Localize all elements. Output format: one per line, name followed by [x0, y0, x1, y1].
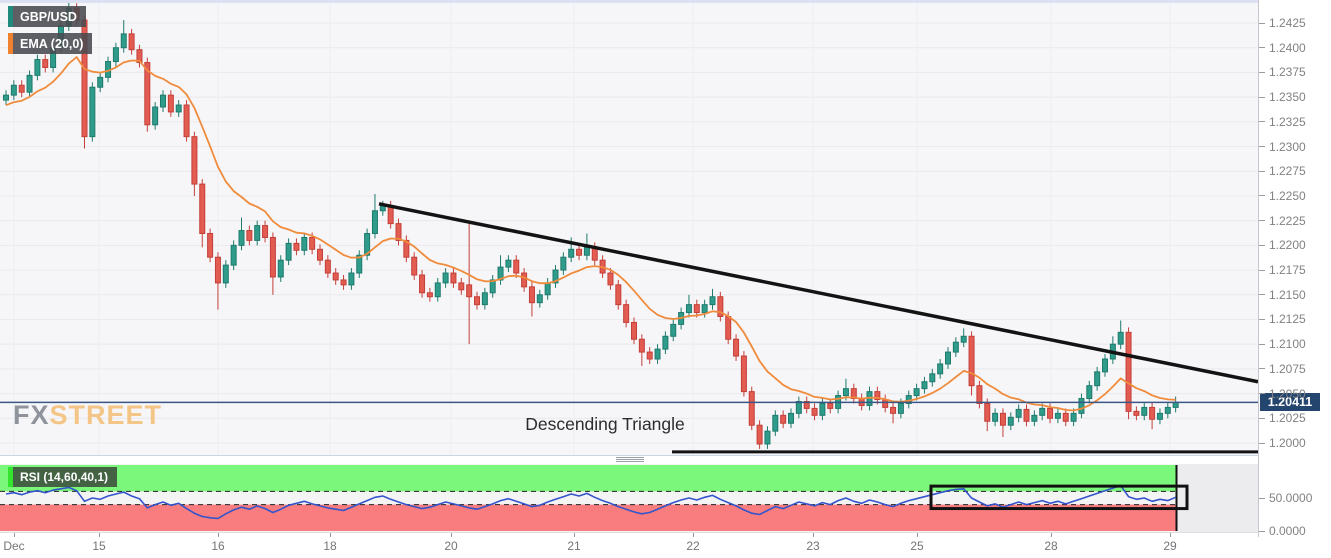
price-axis-tick: [1259, 47, 1265, 49]
rsi-label: RSI (14,60,40,1): [20, 470, 109, 484]
time-axis-label: 29: [1163, 539, 1177, 553]
price-axis-tick: [1259, 195, 1265, 197]
price-axis-tick: [1259, 71, 1265, 73]
time-axis-label: 20: [444, 539, 458, 553]
rsi-axis-tick: [1259, 497, 1265, 499]
time-axis-tick: [14, 533, 15, 537]
axis-corner: [1258, 537, 1331, 558]
price-axis-tick: [1259, 294, 1265, 296]
time-axis-tick: [813, 533, 814, 537]
price-axis-label: 1.2175: [1269, 263, 1306, 278]
symbol-label: GBP/USD: [20, 9, 77, 24]
rsi-axis-label: 50.0000: [1269, 491, 1313, 505]
price-axis-tick: [1259, 442, 1265, 444]
price-axis-label: 1.2150: [1269, 287, 1306, 302]
time-axis-tick: [1170, 533, 1171, 537]
price-axis-label: 1.2225: [1269, 213, 1306, 228]
time-axis-tick: [451, 533, 452, 537]
price-axis-tick: [1259, 269, 1265, 271]
time-axis-tick: [99, 533, 100, 537]
top-strip: [0, 0, 1331, 3]
rsi-accent-bar: [8, 467, 13, 487]
time-axis-label: 21: [567, 539, 581, 553]
descending-triangle-label[interactable]: Descending Triangle: [525, 414, 685, 434]
price-axis-tick: [1259, 393, 1265, 395]
pane-resize-grip[interactable]: [616, 456, 644, 463]
time-axis-tick: [330, 533, 331, 537]
time-axis-label: 25: [910, 539, 924, 553]
price-axis-label: 1.2075: [1269, 361, 1306, 376]
ema-legend-badge[interactable]: EMA (20,0): [8, 33, 93, 54]
rsi-legend-badge[interactable]: RSI (14,60,40,1): [8, 467, 118, 487]
price-axis-label: 1.2300: [1269, 139, 1306, 154]
price-axis-tick: [1259, 318, 1265, 320]
time-axis-tick: [574, 533, 575, 537]
ema-accent-bar: [8, 33, 13, 54]
time-axis-label: 18: [323, 539, 337, 553]
price-axis-label: 1.2250: [1269, 188, 1306, 203]
time-axis-tick: [218, 533, 219, 537]
price-axis-tick: [1259, 368, 1265, 370]
price-axis-tick: [1259, 96, 1265, 98]
time-axis-label: Dec: [3, 539, 25, 553]
price-axis-label: 1.2325: [1269, 114, 1306, 129]
watermark-street: STREET: [49, 400, 163, 430]
price-axis-tick: [1259, 121, 1265, 123]
time-axis-tick: [1051, 533, 1052, 537]
watermark-fx: FX: [13, 400, 50, 430]
rsi-axis-label: 0.0000: [1269, 524, 1306, 538]
price-axis-label: 1.2125: [1269, 312, 1306, 327]
price-axis-label: 1.2425: [1269, 16, 1306, 30]
price-axis[interactable]: 1.20411 1.2425 1.2400 1.2375 1.2350 1.2325 1.…: [1258, 0, 1331, 538]
price-axis-tick: [1259, 417, 1265, 419]
price-axis-label: 1.2050: [1269, 386, 1306, 401]
time-axis-label: 16: [211, 539, 225, 553]
price-axis-label: 1.2200: [1269, 238, 1306, 253]
price-axis-tick: [1259, 22, 1265, 24]
price-axis-tick: [1259, 244, 1265, 246]
price-axis-label: 1.2000: [1269, 436, 1306, 450]
price-axis-label: 1.2400: [1269, 40, 1306, 55]
symbol-legend-badge[interactable]: GBP/USD: [8, 6, 86, 27]
time-axis-label: 28: [1044, 539, 1058, 553]
ema-label: EMA (20,0): [20, 36, 84, 51]
current-price-badge: 1.20411: [1260, 393, 1320, 412]
price-axis-label: 1.2375: [1269, 65, 1306, 80]
time-axis-tick: [917, 533, 918, 537]
price-axis-tick: [1259, 146, 1265, 148]
time-axis[interactable]: Dec 15 16 18 20 21 22 23 25 28 29: [0, 532, 1258, 558]
time-axis-label: 22: [686, 539, 700, 553]
price-axis-tick: [1259, 343, 1265, 345]
fxstreet-watermark: FXSTREET: [13, 402, 162, 429]
symbol-accent-bar: [8, 6, 13, 27]
price-axis-label: 1.2350: [1269, 90, 1306, 105]
price-axis-tick: [1259, 220, 1265, 222]
price-axis-label: 1.2275: [1269, 164, 1306, 179]
time-axis-tick: [693, 533, 694, 537]
rsi-axis-tick: [1259, 530, 1265, 532]
price-axis-label: 1.2025: [1269, 411, 1306, 426]
time-axis-label: 15: [92, 539, 106, 553]
price-axis-tick: [1259, 170, 1265, 172]
time-axis-label: 23: [806, 539, 820, 553]
price-axis-label: 1.2100: [1269, 337, 1306, 352]
